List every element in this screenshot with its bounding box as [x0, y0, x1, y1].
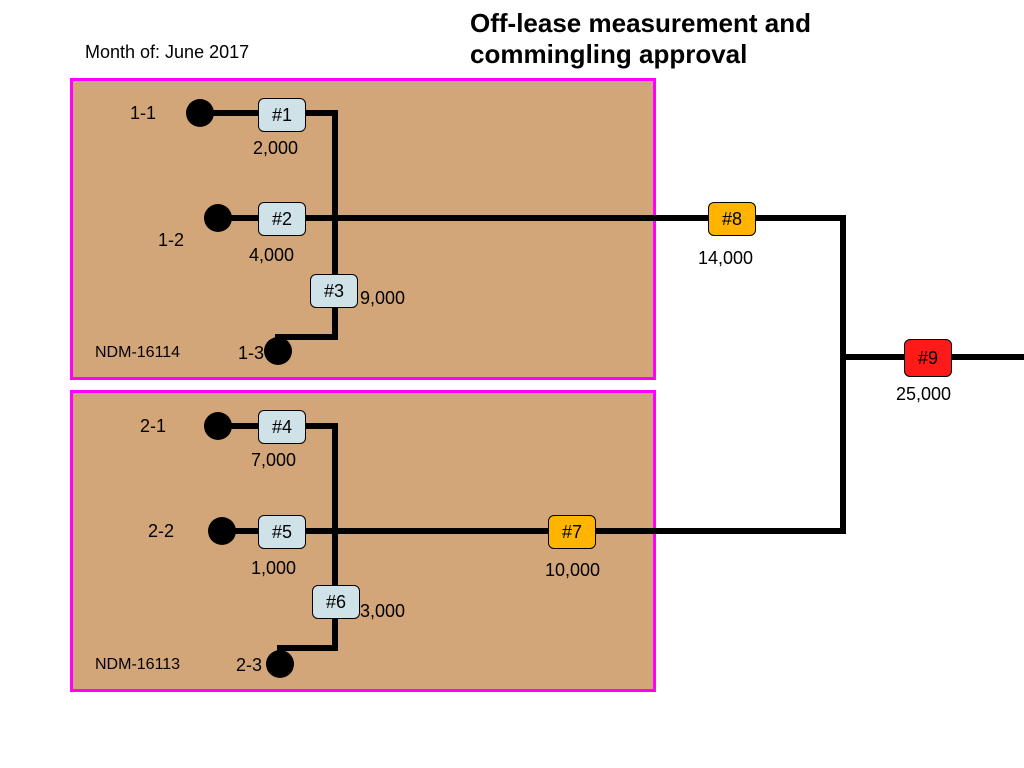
page-title: Off-lease measurement and commingling ap… [470, 8, 950, 70]
well-1-3-label: 1-3 [238, 343, 264, 364]
well-2-3 [266, 650, 294, 678]
well-2-2-label: 2-2 [148, 521, 174, 542]
well-2-2 [208, 517, 236, 545]
meter-8-value: 14,000 [698, 248, 753, 269]
well-2-1 [204, 412, 232, 440]
meter-3-value: 9,000 [360, 288, 405, 309]
meter-7-value: 10,000 [545, 560, 600, 581]
meter-1-value: 2,000 [253, 138, 298, 159]
well-1-2-label: 1-2 [158, 230, 184, 251]
meter-7: #7 [548, 515, 596, 549]
meter-3: #3 [310, 274, 358, 308]
meter-9-value: 25,000 [896, 384, 951, 405]
meter-6: #6 [312, 585, 360, 619]
well-2-3-label: 2-3 [236, 655, 262, 676]
meter-2: #2 [258, 202, 306, 236]
meter-2-value: 4,000 [249, 245, 294, 266]
title-line-1: Off-lease measurement and [470, 8, 811, 38]
month-label: Month of: June 2017 [85, 42, 249, 63]
lease-1-label: NDM-16114 [95, 344, 180, 362]
well-1-1-label: 1-1 [130, 103, 156, 124]
meter-6-value: 3,000 [360, 601, 405, 622]
meter-9: #9 [904, 339, 952, 377]
lease-1 [70, 78, 656, 380]
well-1-3 [264, 337, 292, 365]
meter-5: #5 [258, 515, 306, 549]
meter-8: #8 [708, 202, 756, 236]
well-2-1-label: 2-1 [140, 416, 166, 437]
well-1-1 [186, 99, 214, 127]
lease-2-label: NDM-16113 [95, 656, 180, 674]
meter-1: #1 [258, 98, 306, 132]
meter-4: #4 [258, 410, 306, 444]
meter-5-value: 1,000 [251, 558, 296, 579]
well-1-2 [204, 204, 232, 232]
meter-4-value: 7,000 [251, 450, 296, 471]
title-line-2: commingling approval [470, 39, 747, 69]
